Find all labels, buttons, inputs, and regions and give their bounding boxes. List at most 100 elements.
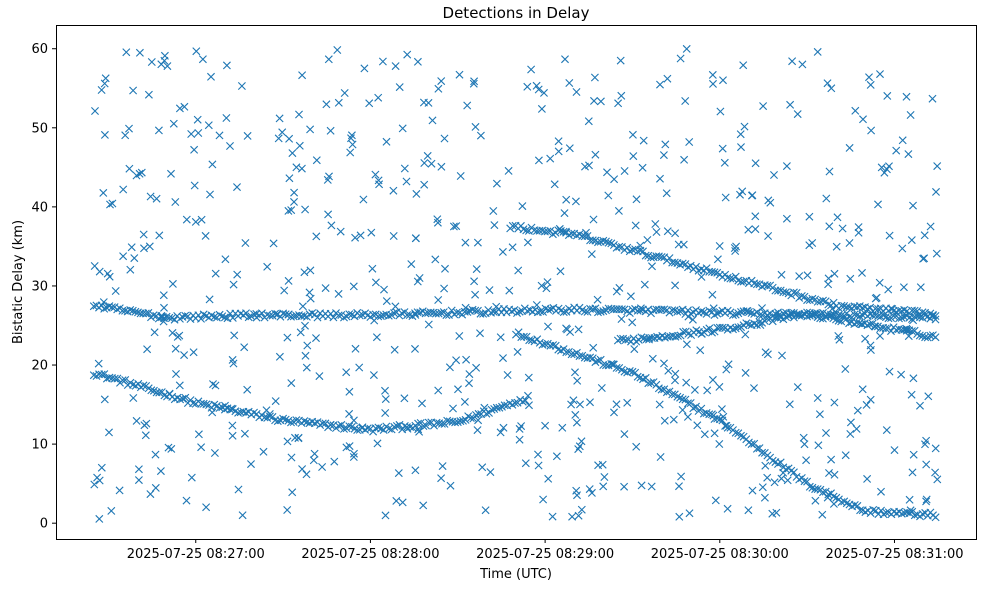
data-point <box>215 403 224 412</box>
data-point <box>330 457 339 466</box>
data-point <box>129 86 138 95</box>
data-point <box>275 114 284 123</box>
data-point <box>175 104 184 113</box>
y-tick-label: 40 <box>31 200 48 215</box>
data-point <box>793 383 802 392</box>
data-point <box>392 496 401 505</box>
data-point <box>369 371 378 380</box>
data-point <box>333 46 342 54</box>
data-point <box>327 221 336 230</box>
data-point <box>741 330 750 339</box>
data-point <box>772 508 781 517</box>
data-point <box>856 506 865 515</box>
data-point <box>738 187 747 196</box>
data-point <box>155 388 164 397</box>
data-point <box>95 514 104 523</box>
data-point <box>437 77 446 86</box>
data-point <box>715 382 724 391</box>
x-axis: 2025-07-25 08:27:00 2025-07-25 08:28:00 20… <box>127 539 964 562</box>
data-point <box>584 117 593 126</box>
data-point <box>758 483 767 492</box>
data-point <box>675 512 684 521</box>
data-point <box>931 312 940 320</box>
data-point <box>546 154 555 163</box>
data-point <box>240 343 249 352</box>
data-point <box>785 400 794 409</box>
data-point <box>718 323 727 332</box>
data-point <box>885 231 894 240</box>
data-point <box>202 503 211 512</box>
data-point <box>202 400 211 409</box>
data-point <box>194 129 203 137</box>
data-point <box>708 290 717 299</box>
data-point <box>863 305 872 313</box>
data-point <box>742 319 751 328</box>
data-point <box>916 401 924 410</box>
data-point <box>462 355 471 364</box>
data-point <box>572 418 581 427</box>
data-point <box>279 414 288 423</box>
data-point <box>400 394 409 403</box>
y-axis-label: Bistatic Delay (km) <box>11 220 26 344</box>
data-point <box>628 130 637 139</box>
data-point <box>379 426 388 434</box>
data-point <box>910 306 919 315</box>
data-point <box>451 418 460 427</box>
data-point <box>846 418 855 427</box>
chart-title: Detections in Delay <box>443 4 590 22</box>
data-point <box>560 209 569 218</box>
data-point <box>374 423 383 432</box>
data-point <box>798 60 807 69</box>
data-point <box>904 150 913 159</box>
data-point <box>569 396 578 405</box>
data-point <box>585 485 594 494</box>
data-point <box>126 265 135 274</box>
data-point <box>571 410 580 419</box>
data-point <box>838 224 847 233</box>
data-point <box>238 511 247 520</box>
data-point <box>808 483 817 492</box>
data-point <box>150 328 159 337</box>
data-point <box>125 124 133 133</box>
data-point <box>555 224 564 233</box>
data-point <box>534 450 542 459</box>
data-point <box>711 496 720 505</box>
data-point <box>405 311 414 319</box>
data-point <box>295 141 304 150</box>
data-point <box>265 412 274 421</box>
data-point <box>390 422 399 431</box>
data-point <box>924 392 933 401</box>
data-point <box>434 309 443 318</box>
data-point <box>287 418 295 427</box>
data-point <box>690 385 699 394</box>
data-point <box>761 348 770 357</box>
data-point <box>561 55 569 64</box>
data-point <box>648 262 656 271</box>
data-point <box>637 333 646 342</box>
data-point <box>518 202 527 211</box>
data-point <box>472 265 481 274</box>
data-point <box>602 237 610 246</box>
data-point <box>668 306 677 315</box>
data-point <box>629 152 638 161</box>
data-point <box>614 99 623 108</box>
data-point <box>758 304 766 313</box>
data-point <box>897 370 906 379</box>
data-point <box>469 79 478 88</box>
data-point <box>218 312 227 321</box>
data-point <box>726 274 735 283</box>
data-point <box>204 121 213 130</box>
x-tick-label: 2025-07-25 08:31:00 <box>825 547 963 562</box>
data-point <box>310 419 319 428</box>
data-point <box>191 217 200 226</box>
data-point <box>697 329 706 338</box>
data-point <box>851 106 860 115</box>
data-point <box>599 236 608 245</box>
data-point <box>548 512 557 521</box>
data-point <box>301 321 309 330</box>
data-point <box>866 346 875 354</box>
data-point <box>168 328 177 337</box>
data-point <box>686 261 695 270</box>
data-point <box>562 324 571 333</box>
data-point <box>633 372 642 381</box>
